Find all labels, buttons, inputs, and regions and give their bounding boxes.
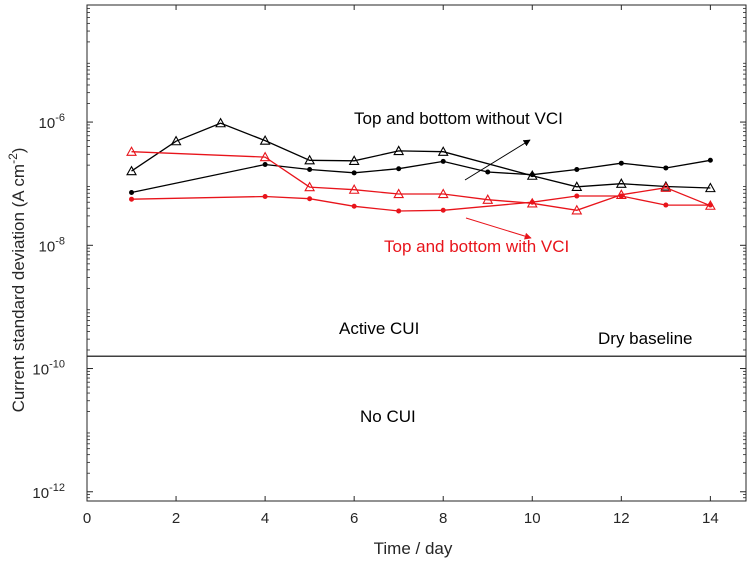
y-tick-label: 10-8 (39, 235, 65, 255)
series-line-2 (131, 151, 711, 211)
data-point-triangle (482, 194, 494, 204)
data-point-dot (663, 165, 669, 171)
x-tick-label: 2 (172, 510, 180, 527)
data-point-triangle (615, 178, 627, 188)
arrow-without-vci (464, 139, 531, 181)
data-point-triangle (259, 151, 271, 162)
data-point-dot (351, 203, 357, 209)
x-tick-label: 0 (83, 510, 91, 527)
data-point-triangle (126, 146, 137, 156)
x-axis-label: Time / day (374, 539, 453, 558)
data-point-dot (440, 158, 446, 164)
axes: 0 2 4 6 8 10 12 14 10-6 10-8 10-10 10-12 (32, 4, 747, 527)
data-point-dot (262, 161, 268, 167)
data-point-triangle (259, 134, 271, 145)
data-point-triangle (170, 135, 182, 146)
x-tick-label: 6 (350, 510, 358, 527)
data-point-triangle (126, 165, 137, 176)
data-point-dot (529, 172, 535, 178)
data-point-triangle (704, 182, 716, 193)
data-point-dot (574, 193, 580, 199)
annotation-dry-baseline: Dry baseline (598, 329, 693, 348)
data-point-dot (129, 189, 135, 195)
annotation-with-vci: Top and bottom with VCI (384, 237, 569, 256)
data-point-triangle (660, 180, 672, 191)
data-point-triangle (215, 117, 227, 128)
annotation-no-cui: No CUI (360, 407, 416, 426)
data-point-dot (440, 207, 446, 213)
data-point-dot (618, 193, 624, 199)
y-tick-label: 10-12 (32, 482, 65, 502)
data-point-dot (396, 208, 402, 214)
data-point-dot (129, 196, 135, 202)
annotation-active-cui: Active CUI (339, 319, 419, 338)
data-point-dot (707, 157, 713, 163)
data-point-triangle (348, 184, 360, 194)
data-point-dot (262, 193, 268, 199)
data-point-triangle (660, 182, 672, 192)
data-point-dot (396, 166, 402, 172)
data-point-triangle (571, 181, 583, 191)
data-point-dot (485, 169, 491, 175)
data-point-triangle (437, 146, 449, 156)
data-point-dot (574, 166, 580, 172)
data-point-dot (707, 202, 713, 208)
y-axis-label: Current standard deviation (A cm-2) (6, 148, 28, 413)
data-series-layer (126, 117, 716, 215)
data-point-dot (663, 202, 669, 208)
axes-frame (86, 4, 747, 502)
y-tick-label: 10-10 (32, 359, 65, 379)
x-tick-label: 12 (613, 510, 630, 527)
data-point-dot (307, 166, 313, 172)
data-point-triangle (437, 188, 449, 199)
data-point-dot (529, 199, 535, 205)
data-point-triangle (304, 181, 316, 192)
x-tick-label: 14 (702, 510, 719, 527)
data-point-triangle (393, 145, 405, 156)
annotation-without-vci: Top and bottom without VCI (354, 109, 563, 128)
y-axis-label-exponent: -2 (6, 153, 20, 164)
y-tick-label: 10-6 (39, 112, 65, 132)
x-tick-label: 4 (261, 510, 269, 527)
data-point-triangle (571, 204, 583, 215)
series-line-1 (131, 159, 711, 194)
data-point-dot (618, 160, 624, 166)
data-point-triangle (393, 188, 405, 199)
data-point-dot (307, 196, 313, 202)
x-tick-label: 8 (439, 510, 447, 527)
series-line-0 (131, 122, 711, 189)
x-tick-label: 10 (524, 510, 541, 527)
data-point-dot (351, 170, 357, 176)
data-point-triangle (348, 155, 360, 165)
arrow-with-vci (465, 217, 532, 240)
data-point-triangle (304, 154, 316, 165)
